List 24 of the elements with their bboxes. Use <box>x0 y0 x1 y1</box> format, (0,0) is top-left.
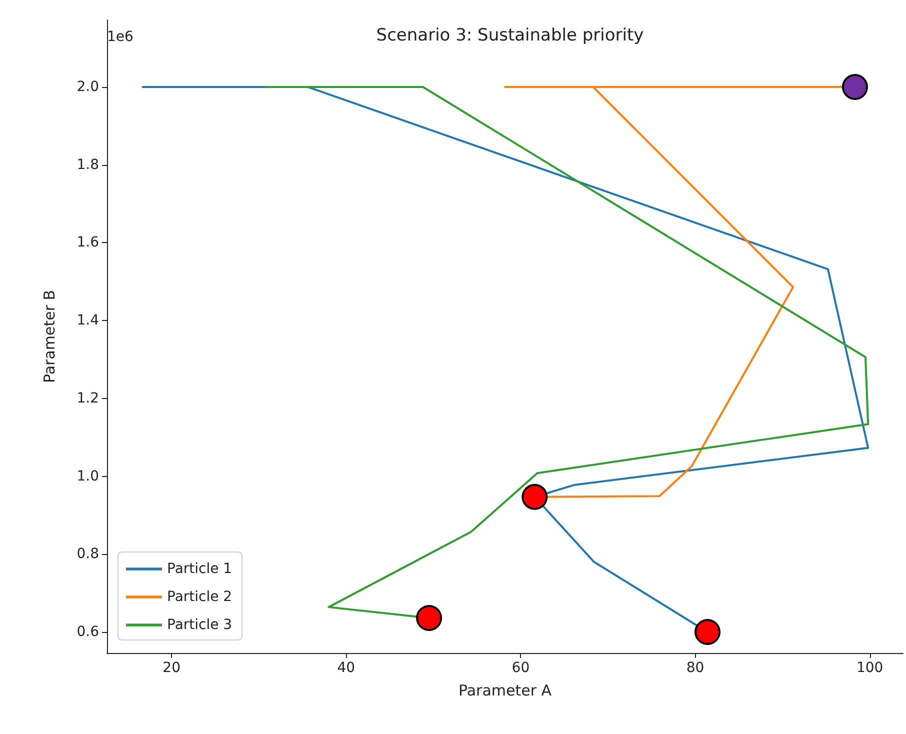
point <box>842 74 868 100</box>
legend-label: Particle 2 <box>167 589 232 605</box>
x-axis-title: Parameter A <box>458 682 552 700</box>
x-tick-label: 100 <box>856 660 884 676</box>
x-tick-label: 80 <box>686 660 704 676</box>
x-tick-label: 60 <box>512 660 530 676</box>
y-axis-title: Parameter B <box>40 290 58 384</box>
x-tick-label: 40 <box>337 660 356 676</box>
y-tick-label: 1.8 <box>76 156 99 173</box>
point <box>522 484 548 510</box>
chart-title: Scenario 3: Sustainable priority <box>376 26 644 46</box>
y-tick-label: 2.0 <box>76 78 99 95</box>
y-tick-label: 1.4 <box>76 312 100 329</box>
y-tick-label: 0.8 <box>76 546 99 562</box>
legend-label: Particle 1 <box>167 561 232 577</box>
point <box>694 618 720 645</box>
point <box>416 604 442 631</box>
annotation: 1e6 <box>107 29 134 45</box>
y-tick-label: 1.2 <box>76 390 99 406</box>
x-tick-label: 20 <box>162 660 180 676</box>
y-tick-label: 0.6 <box>76 624 100 640</box>
legend-label: Particle 3 <box>167 617 232 633</box>
y-tick-label: 1.0 <box>76 468 99 484</box>
y-tick-label: 1.6 <box>76 234 100 251</box>
